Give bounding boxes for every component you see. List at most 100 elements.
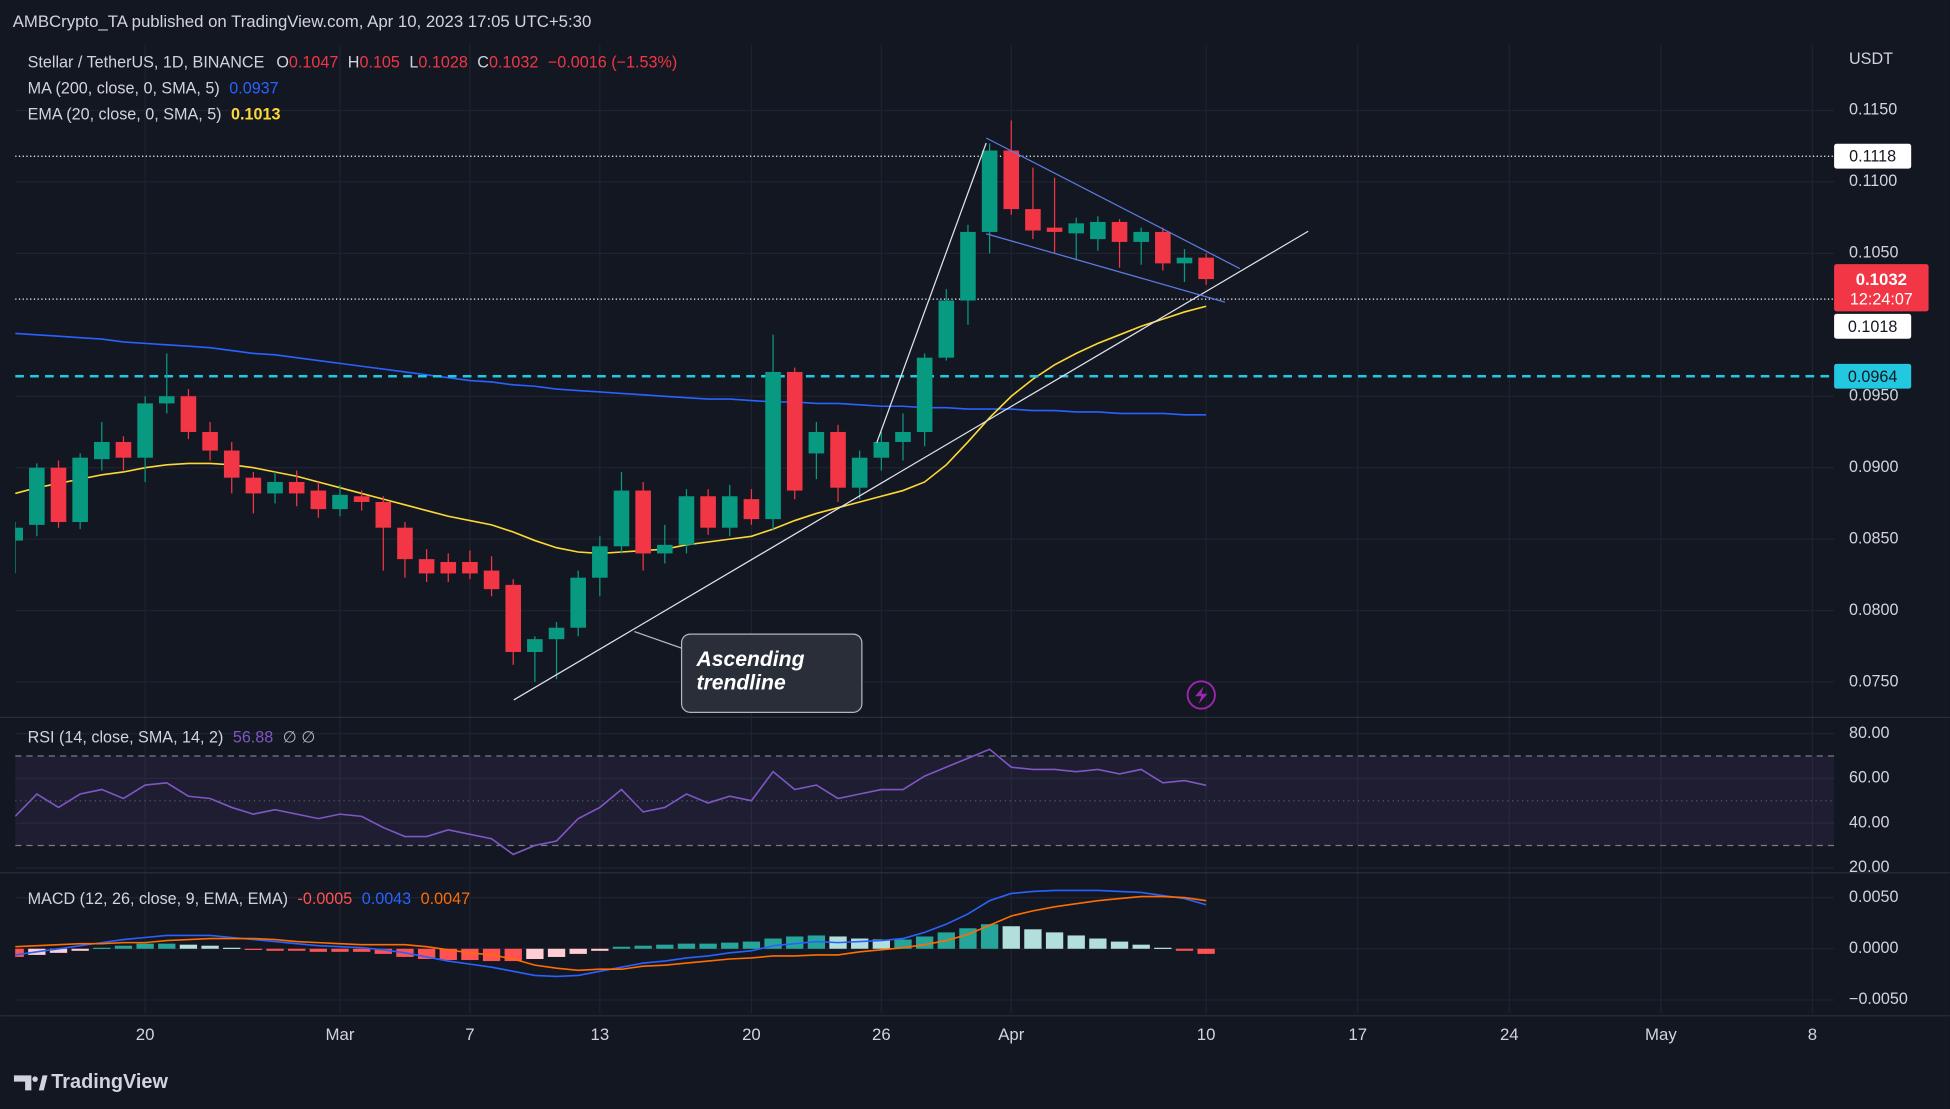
callout-pointer bbox=[634, 630, 685, 650]
macd-histogram-bar bbox=[49, 948, 68, 953]
axis-layer: 20 Mar 7 13 20 26 Apr 10 17 24 May 8 0.1150 0.1100 0.1… bbox=[136, 101, 1929, 1044]
ma-legend: MA (200, close, 0, SMA, 5) 0.0937 bbox=[28, 80, 279, 98]
legend-extra: ∅ ∅ bbox=[283, 729, 316, 747]
macd-histogram-bar bbox=[244, 948, 263, 951]
candle-body bbox=[1090, 221, 1106, 240]
candle-body bbox=[548, 627, 565, 640]
price-badge-label: 0.1118 bbox=[1849, 148, 1896, 166]
legend-value: -0.0005 bbox=[297, 890, 352, 908]
y-tick-label: 0.0900 bbox=[1849, 458, 1898, 476]
wedge-lower bbox=[986, 233, 1226, 303]
legend-name: MACD (12, 26, close, 9, EMA, EMA) bbox=[28, 890, 288, 908]
candle-body bbox=[1155, 231, 1171, 264]
price-badge-label: 0.1018 bbox=[1848, 318, 1897, 336]
candle-body bbox=[960, 231, 976, 301]
price-badge bbox=[1834, 313, 1912, 339]
macd-histogram-bar bbox=[547, 948, 566, 957]
y-tick-label: 40.00 bbox=[1849, 813, 1889, 831]
pane-line bbox=[15, 748, 1835, 856]
macd-histogram-bar bbox=[1154, 947, 1172, 949]
ohlc-value: 0.1028 bbox=[418, 54, 467, 72]
event-icon-bolt bbox=[1195, 686, 1208, 704]
ohlc-label: H bbox=[348, 54, 360, 72]
macd-histogram-bar bbox=[114, 945, 133, 949]
legend-name: EMA (20, close, 0, SMA, 5) bbox=[28, 106, 222, 124]
indicator-line bbox=[15, 895, 1207, 972]
x-tick-label: 8 bbox=[1808, 1025, 1817, 1044]
y-tick-label: 60.00 bbox=[1849, 769, 1889, 787]
y-tick-label: −0.0050 bbox=[1849, 990, 1908, 1008]
macd-histogram-bar bbox=[201, 945, 219, 949]
macd-histogram-bar bbox=[374, 948, 392, 954]
callout-box bbox=[680, 633, 863, 714]
price-badge bbox=[1834, 143, 1912, 169]
ohlc-value: 0.1047 bbox=[289, 54, 338, 72]
candle-body bbox=[397, 527, 413, 560]
logo-shape bbox=[13, 1075, 32, 1091]
price-badge-label: 0.0964 bbox=[1848, 368, 1897, 386]
macd-histogram-bar bbox=[980, 924, 999, 949]
candle-body bbox=[1046, 227, 1063, 232]
macd-histogram-bar bbox=[1089, 938, 1107, 949]
candle-body bbox=[895, 431, 911, 442]
pane-candlestick bbox=[15, 120, 1835, 683]
candle-body bbox=[353, 496, 370, 502]
x-tick-label: 10 bbox=[1197, 1025, 1216, 1044]
current-price-label: 0.1032 bbox=[1856, 270, 1907, 289]
candle-body bbox=[483, 570, 500, 590]
macd-histogram-bar bbox=[872, 939, 891, 949]
macd-histogram-bar bbox=[331, 948, 349, 952]
candle-body bbox=[180, 396, 197, 432]
macd-histogram-bar bbox=[591, 948, 609, 951]
wedge-upper bbox=[985, 137, 1241, 270]
candle-body bbox=[50, 467, 67, 522]
candle-body bbox=[288, 481, 305, 494]
candle-body bbox=[310, 490, 327, 510]
candle-body bbox=[1133, 231, 1149, 242]
y-tick-label: 80.00 bbox=[1849, 724, 1889, 742]
candle-body bbox=[592, 546, 608, 578]
macd-histogram-bar bbox=[15, 948, 24, 957]
y-tick-label: 0.1050 bbox=[1849, 244, 1898, 262]
macd-histogram-bar bbox=[569, 948, 587, 954]
callout-text: trendline bbox=[697, 671, 786, 694]
rsi-legend: RSI (14, close, SMA, 14, 2) 56.88 ∅ ∅ bbox=[28, 729, 316, 747]
x-tick-label: 20 bbox=[742, 1025, 761, 1044]
candle-body bbox=[938, 300, 955, 358]
x-tick-label: Apr bbox=[998, 1025, 1025, 1044]
macd-histogram-bar bbox=[179, 944, 198, 949]
candle-body bbox=[332, 494, 348, 510]
legend-value: 0.0043 bbox=[362, 890, 411, 908]
macd-histogram-bar bbox=[1110, 941, 1129, 949]
y-tick-label: 0.0050 bbox=[1849, 888, 1898, 906]
pane-macd bbox=[15, 889, 1215, 978]
macd-histogram-bar bbox=[352, 948, 371, 952]
macd-histogram-bar bbox=[851, 938, 869, 949]
candle-body bbox=[1003, 150, 1020, 210]
candle-body bbox=[137, 403, 153, 458]
current-price-badge bbox=[1834, 264, 1929, 312]
candle-body bbox=[1025, 209, 1041, 231]
macd-histogram-bar bbox=[1002, 926, 1020, 949]
macd-histogram-bar bbox=[1132, 944, 1150, 949]
macd-histogram-bar bbox=[526, 948, 544, 960]
macd-histogram-bar bbox=[93, 947, 111, 949]
legend-value: 0.0937 bbox=[229, 80, 278, 98]
macd-histogram-bar bbox=[764, 938, 782, 949]
macd-histogram-bar bbox=[71, 948, 89, 951]
macd-histogram-bar bbox=[158, 943, 176, 949]
y-tick-label: 0.0800 bbox=[1849, 601, 1898, 619]
candle-body bbox=[418, 559, 435, 574]
symbol-legend: Stellar / TetherUS, 1D, BINANCE O0.1047 … bbox=[28, 54, 678, 72]
candle-body bbox=[1176, 257, 1193, 264]
macd-histogram-bar bbox=[1067, 935, 1085, 949]
candle-body bbox=[851, 457, 868, 488]
y-tick-label: 0.0750 bbox=[1849, 672, 1898, 690]
event-icon[interactable] bbox=[1186, 680, 1216, 710]
macd-histogram-bar bbox=[136, 943, 154, 949]
footer-brand: TradingView bbox=[51, 1071, 168, 1093]
macd-histogram-bar bbox=[223, 947, 241, 949]
candle-body bbox=[786, 371, 803, 491]
macd-histogram-bar bbox=[699, 943, 717, 949]
